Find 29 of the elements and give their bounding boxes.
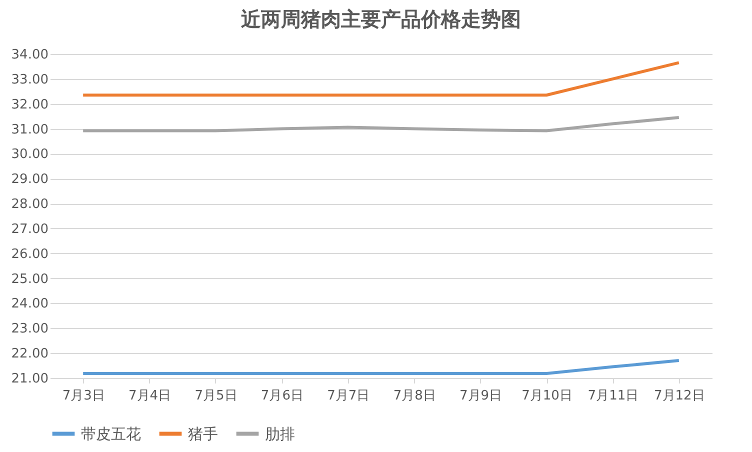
x-tick-label: 7月12日 xyxy=(654,388,705,404)
y-tick-label: 29.00 xyxy=(11,172,48,188)
legend-label: 肋排 xyxy=(265,424,295,443)
x-tick-label: 7月7日 xyxy=(327,388,370,404)
y-tick-label: 32.00 xyxy=(11,97,48,112)
x-tick-label: 7月11日 xyxy=(588,388,639,404)
x-tick-label: 7月8日 xyxy=(393,388,436,404)
chart-title: 近两周猪肉主要产品价格走势图 xyxy=(240,7,521,31)
y-tick-label: 21.00 xyxy=(11,372,48,386)
legend-label: 带皮五花 xyxy=(81,424,141,443)
y-tick-label: 25.00 xyxy=(11,272,48,287)
y-tick-label: 26.00 xyxy=(11,246,48,262)
x-tick-label: 7月5日 xyxy=(194,388,238,404)
y-tick-label: 30.00 xyxy=(11,147,48,162)
y-tick-label: 31.00 xyxy=(11,122,48,138)
y-tick-label: 33.00 xyxy=(11,72,48,88)
x-tick-label: 7月6日 xyxy=(260,388,304,404)
y-tick-label: 23.00 xyxy=(11,322,48,337)
y-tick-label: 34.00 xyxy=(11,48,48,62)
y-tick-label: 24.00 xyxy=(11,296,48,312)
x-tick-label: 7月9日 xyxy=(460,388,502,404)
y-tick-label: 22.00 xyxy=(11,346,48,362)
x-tick-label: 7月3日 xyxy=(62,388,105,404)
x-tick-label: 7月10日 xyxy=(522,388,572,404)
y-tick-label: 28.00 xyxy=(11,197,48,212)
x-tick-label: 7月4日 xyxy=(128,388,172,404)
y-tick-label: 27.00 xyxy=(11,222,48,237)
legend-label: 猪手 xyxy=(188,424,218,443)
line-series xyxy=(82,116,680,132)
